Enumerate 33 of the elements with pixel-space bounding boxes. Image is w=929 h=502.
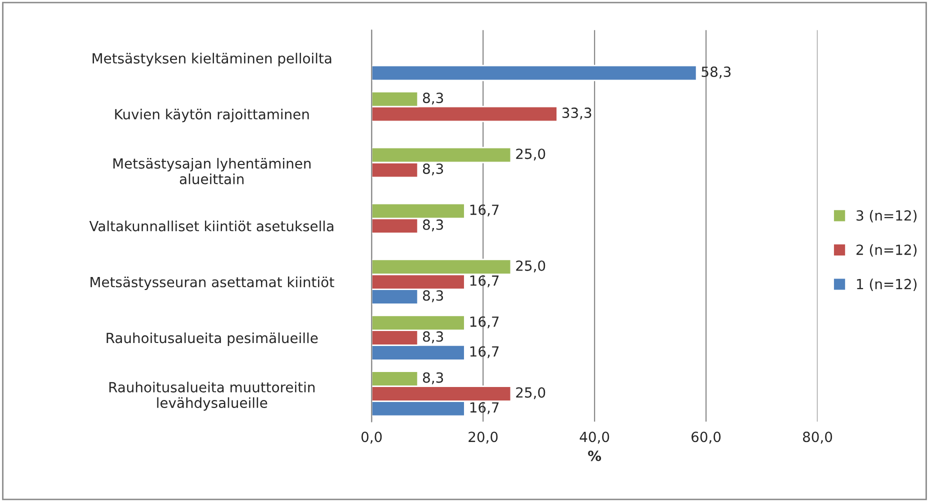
x-tick-label: 20,0 [468,432,498,444]
legend-label: 2 (n=12) [856,244,917,257]
x-tick-label: 80,0 [803,432,832,444]
data-label: 8,3 [422,372,444,384]
data-label: 8,3 [422,163,444,176]
y-tick-label: Rauhoitusalueita muuttoreitin levähdysalueille [109,382,315,411]
data-label: 16,7 [470,402,499,414]
data-label: 33,3 [562,108,592,120]
data-label: 16,7 [470,316,499,328]
data-label: 58,3 [702,66,731,78]
data-label: 16,7 [470,275,499,288]
data-label: 25,0 [516,387,546,400]
y-tick-label: Kuvien käytön rajoittaminen [115,108,309,122]
y-tick-label: Valtakunnalliset kiintiöt asetuksella [89,220,334,232]
legend-label: 1 (n=12) [857,278,917,291]
x-axis-title: % [588,450,602,462]
data-label: 25,0 [516,260,546,272]
y-tick-label: Metsästysajan lyhentäminen alueittain [113,158,311,184]
data-label: 8,3 [422,219,444,232]
data-label: 16,7 [470,346,499,358]
data-label: 16,7 [470,204,499,216]
x-tick-label: 40,0 [580,432,610,444]
data-label: 25,0 [516,148,546,160]
legend-label: 3 (n=12) [856,210,917,222]
y-tick-label: Metsästysseuran asettamat kiintiöt [90,276,334,290]
x-tick-label: 0,0 [361,432,382,444]
x-tick-label: 60,0 [692,432,721,444]
y-tick-label: Metsästyksen kieltäminen pelloilta [92,52,332,66]
bar [372,64,698,82]
data-label: 8,3 [422,92,444,105]
data-label: 8,3 [422,290,444,302]
y-tick-label: Rauhoitusalueita pesimälueille [106,332,318,346]
data-label: 8,3 [422,331,444,344]
